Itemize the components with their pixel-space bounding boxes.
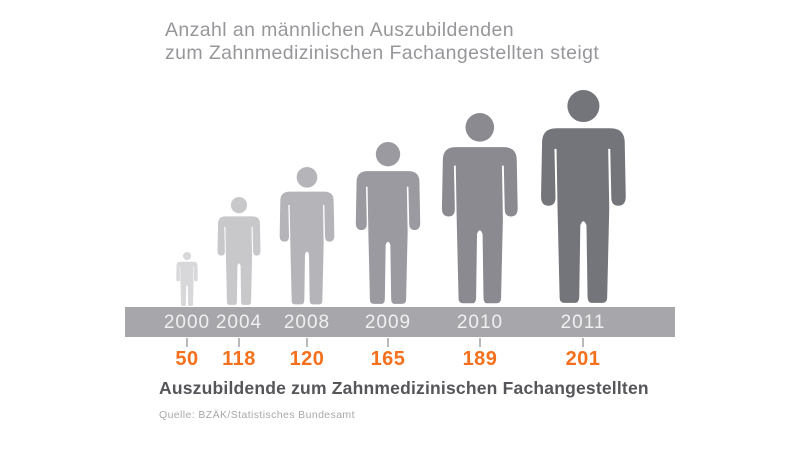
- tick-mark-2010: [479, 338, 481, 347]
- tick-mark-2009: [387, 338, 389, 347]
- value-label-2010: 189: [462, 348, 498, 370]
- chart-title-line1: Anzahl an männlichen Auszubildenden: [165, 19, 514, 41]
- timeline-bar: [125, 307, 675, 337]
- year-label-2008: 2008: [283, 312, 331, 333]
- tick-mark-2008: [306, 338, 308, 347]
- tick-mark-2004: [238, 338, 240, 347]
- chart-title: Anzahl an männlichen Auszubildenden zum …: [165, 19, 599, 65]
- person-pictogram-icon-2008: [279, 167, 335, 305]
- year-label-2004: 2004: [215, 312, 263, 333]
- value-label-2000: 50: [175, 348, 199, 370]
- year-label-2000: 2000: [163, 312, 211, 333]
- person-pictogram-icon-2000: [176, 252, 198, 306]
- tick-mark-2011: [582, 338, 584, 347]
- value-label-2008: 120: [289, 348, 325, 370]
- chart-caption: Auszubildende zum Zahnmedizinischen Fach…: [159, 378, 649, 398]
- year-label-2009: 2009: [364, 312, 412, 333]
- source-note: Quelle: BZÄK/Statistisches Bundesamt: [159, 409, 355, 421]
- person-pictogram-icon-2004: [217, 197, 261, 305]
- year-label-2011: 2011: [560, 312, 606, 333]
- year-label-2010: 2010: [456, 312, 504, 333]
- value-label-2009: 165: [370, 348, 406, 370]
- person-pictogram-icon-2010: [442, 113, 518, 304]
- person-pictogram-icon-2011: [540, 90, 626, 303]
- tick-mark-2000: [186, 338, 188, 347]
- value-label-2004: 118: [222, 348, 256, 370]
- chart-title-line2: zum Zahnmedizinischen Fachangestellten s…: [165, 42, 600, 64]
- value-label-2011: 201: [565, 348, 601, 370]
- person-pictogram-icon-2009: [355, 142, 421, 304]
